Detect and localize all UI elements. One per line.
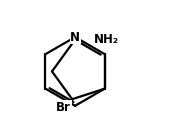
Text: Br: Br: [56, 101, 71, 114]
Text: N: N: [70, 31, 80, 44]
Text: NH₂: NH₂: [94, 33, 119, 46]
